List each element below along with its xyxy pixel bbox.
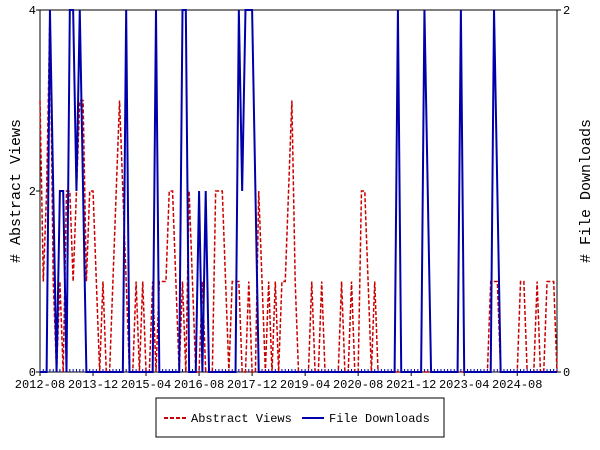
series-line (39, 9, 558, 373)
x-tick-label: 2020-08 (333, 378, 383, 392)
x-tick-label: 2021-12 (386, 378, 436, 392)
y2-tick-label: 2 (563, 4, 570, 18)
plot-frame (39, 9, 558, 373)
y-tick-label: 4 (29, 4, 36, 18)
x-tick-label: 2015-04 (121, 378, 171, 392)
x-tick-label: 2024-08 (492, 378, 542, 392)
y2-axis-title: # File Downloads (578, 119, 595, 263)
y-tick-label: 2 (29, 185, 36, 199)
y2-tick-label: 0 (563, 366, 570, 380)
x-tick-label: 2017-12 (227, 378, 277, 392)
series-line (40, 9, 557, 373)
y-axis-title: # Abstract Views (8, 119, 25, 263)
legend-label: File Downloads (329, 412, 430, 426)
x-tick-label: 2012-08 (15, 378, 65, 392)
x-tick-label: 2019-04 (280, 378, 330, 392)
x-tick-label: 2023-04 (439, 378, 489, 392)
legend-label: Abstract Views (191, 412, 292, 426)
legend-box (155, 397, 445, 438)
y-tick-label: 0 (29, 366, 36, 380)
x-tick-label: 2013-12 (68, 378, 118, 392)
x-tick-label: 2016-08 (174, 378, 224, 392)
